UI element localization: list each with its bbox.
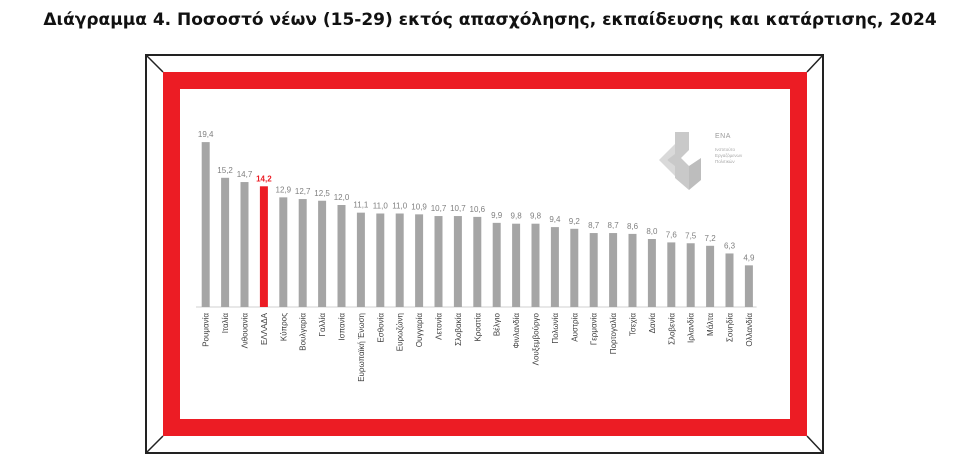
category-label: Τσεχία	[629, 313, 638, 336]
bar	[744, 265, 753, 307]
category-label: Γαλλία	[318, 313, 327, 337]
category-label: ΕΛΛΑΔΑ	[260, 312, 269, 345]
bar	[356, 212, 365, 307]
bar	[453, 216, 462, 307]
bar	[415, 214, 424, 307]
category-label: Κροατία	[473, 313, 482, 342]
category-label: Ιρλανδία	[687, 313, 696, 343]
value-label: 10,7	[450, 204, 466, 213]
bar	[473, 216, 482, 307]
category-label: Βέλγιο	[493, 312, 502, 336]
category-label: Ρουμανία	[202, 313, 211, 347]
value-label: 15,2	[217, 166, 233, 175]
value-label: 10,7	[431, 204, 447, 213]
value-label: 7,6	[666, 230, 678, 239]
bar	[725, 253, 734, 307]
value-label: 8,6	[627, 222, 639, 231]
value-label: 11,0	[373, 202, 389, 211]
bar	[667, 242, 676, 307]
bar	[434, 216, 443, 307]
value-label: 8,7	[608, 221, 620, 230]
category-label: Ολλανδία	[745, 313, 754, 347]
bar	[609, 233, 618, 307]
bar	[240, 182, 249, 307]
value-label: 10,6	[470, 205, 486, 214]
logo-line-1: Ινστιτούτο	[715, 147, 735, 152]
category-label: Λετονία	[435, 313, 444, 340]
category-label: Φινλανδία	[512, 313, 521, 349]
value-label: 11,0	[392, 202, 408, 211]
bar	[706, 245, 715, 307]
category-label: Λουξεμβούργο	[532, 312, 541, 365]
value-label: 12,7	[295, 187, 311, 196]
category-label: Σλοβακία	[454, 313, 463, 346]
bar	[298, 199, 307, 307]
bar	[589, 233, 598, 307]
category-label: Σλοβενία	[667, 313, 676, 345]
category-label: Γερμανία	[590, 313, 599, 346]
bar	[512, 223, 521, 307]
value-label: 10,9	[411, 202, 427, 211]
bar	[201, 142, 210, 307]
bar	[279, 197, 288, 307]
value-label: 9,8	[530, 212, 542, 221]
category-label: Λιθουανία	[241, 313, 250, 349]
bar	[376, 213, 385, 307]
value-label: 8,0	[646, 227, 658, 236]
bar	[337, 205, 346, 307]
ena-logo	[659, 132, 701, 190]
bar	[686, 243, 695, 307]
category-label: Ουγγαρία	[415, 313, 424, 348]
bar-chart: 19,4 Ρουμανία 15,2 Ιταλία 14,7 Λιθουανία 14,2 Ε…	[196, 130, 757, 382]
category-label: Σουηδία	[726, 313, 735, 342]
value-label: 6,3	[724, 241, 736, 250]
logo-line-3: Πολιτικών	[715, 159, 735, 164]
category-label: Ευρωπαϊκή Ένωση	[357, 313, 366, 382]
bar	[259, 186, 268, 307]
value-label: 9,9	[491, 211, 503, 220]
value-label: 19,4	[198, 130, 214, 139]
bar	[628, 233, 637, 307]
category-label: Πολωνία	[551, 313, 560, 344]
value-label: 7,5	[685, 231, 697, 240]
bar	[395, 213, 404, 307]
bar	[221, 177, 230, 307]
value-label: 7,2	[705, 234, 717, 243]
category-label: Ιταλία	[221, 313, 230, 334]
value-label: 11,1	[353, 201, 369, 210]
value-label: 14,2	[256, 174, 272, 183]
value-label: 4,9	[743, 253, 755, 262]
category-label: Βουλγαρία	[299, 313, 308, 351]
value-label: 9,8	[511, 212, 523, 221]
category-label: Εσθονία	[376, 313, 385, 343]
category-label: Ευρωζώνη	[396, 313, 405, 351]
chart-title: Διάγραμμα 4. Ποσοστό νέων (15-29) εκτός …	[43, 10, 937, 30]
value-label: 12,0	[334, 193, 350, 202]
category-label: Μάλτα	[706, 313, 715, 336]
value-label: 8,7	[588, 221, 600, 230]
bar	[492, 222, 501, 307]
bar	[318, 200, 327, 307]
bar	[550, 227, 559, 307]
category-label: Αυστρία	[570, 313, 579, 342]
category-label: Πορτογαλία	[609, 313, 618, 355]
value-label: 12,5	[314, 189, 330, 198]
value-label: 12,9	[276, 185, 292, 194]
value-label: 14,7	[237, 170, 253, 179]
category-label: Ισπανία	[338, 313, 347, 341]
logo-line-2: Εργαζόμενων	[715, 153, 743, 158]
value-label: 9,4	[549, 215, 561, 224]
logo-abbr: ΕΝΑ	[715, 133, 731, 140]
bar	[531, 223, 540, 307]
bar	[570, 228, 579, 307]
value-label: 9,2	[569, 217, 581, 226]
bar	[647, 239, 656, 307]
category-label: Κύπρος	[279, 313, 288, 341]
category-label: Δανία	[648, 313, 657, 334]
